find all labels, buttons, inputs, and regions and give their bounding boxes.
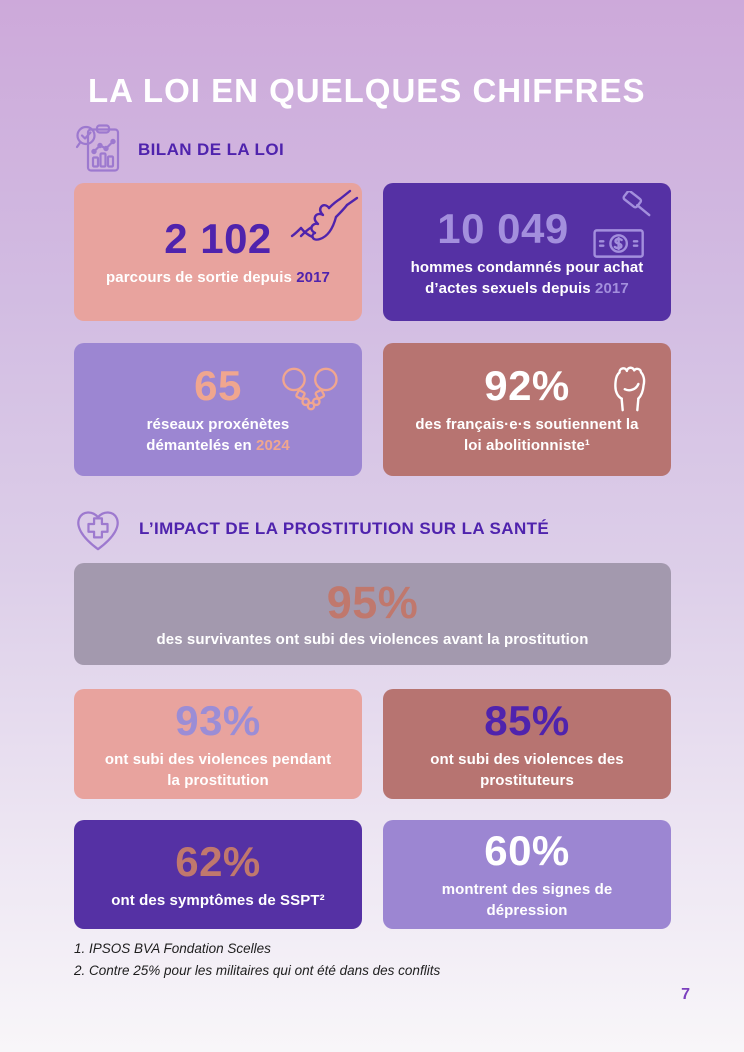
stat-card-violences-pendant: 93% ont subi des violences pendant la pr… xyxy=(74,689,362,799)
handshake-icon xyxy=(288,188,360,254)
footnote-1: 1. IPSOS BVA Fondation Scelles xyxy=(74,941,271,956)
page-title: LA LOI EN QUELQUES CHIFFRES xyxy=(88,72,646,109)
stat-caption: réseaux proxénètes démantelés en 2024 xyxy=(146,416,290,454)
section-header-sante: L’IMPACT DE LA PROSTITUTION SUR LA SANTÉ xyxy=(70,503,549,555)
stat-value: 60% xyxy=(484,827,570,874)
stat-value: 93% xyxy=(175,696,261,744)
raised-fist-icon xyxy=(607,354,653,414)
stat-value: 62% xyxy=(175,837,261,885)
stat-caption: ont subi des violences pendant la prosti… xyxy=(104,750,332,789)
stat-card-soutien: 92% des français·e·s soutiennent la loi … xyxy=(383,343,671,476)
stat-value: 95% xyxy=(326,577,419,628)
section-title: L’IMPACT DE LA PROSTITUTION SUR LA SANTÉ xyxy=(139,519,550,538)
stat-value: 10 049 xyxy=(437,204,569,252)
stat-caption: parcours de sortie depuis 2017 xyxy=(106,269,330,286)
stat-value: 65 xyxy=(194,362,242,409)
report-chart-icon xyxy=(75,122,125,177)
handcuffs-icon xyxy=(277,360,345,418)
stat-caption: des français·e·s soutiennent la loi abol… xyxy=(415,416,639,454)
stat-card-violences-prostituteurs: 85% ont subi des violences des prostitut… xyxy=(383,689,671,799)
stat-card-violences-avant: 95% des survivantes ont subi des violenc… xyxy=(74,563,671,665)
stat-value: 92% xyxy=(484,362,570,409)
footnotes: 1. IPSOS BVA Fondation Scelles 2. Contre… xyxy=(74,938,440,981)
stat-value: 85% xyxy=(484,696,570,744)
stat-card-reseaux: 65 réseaux proxénètes démantelés en 2024 xyxy=(74,343,362,476)
gavel-money-icon xyxy=(592,191,654,261)
stat-card-condamnes: 10 049 hommes condamnés pour achat d’act… xyxy=(383,183,671,321)
stat-caption: des survivantes ont subi des violences a… xyxy=(156,631,589,648)
stat-card-depression: 60% montrent des signes de dépression xyxy=(383,820,671,929)
section-title: BILAN DE LA LOI xyxy=(138,139,285,159)
stat-card-parcours: 2 102 parcours de sortie depuis 2017 xyxy=(74,183,362,321)
page-number: 7 xyxy=(681,986,690,1003)
footnote-2: 2. Contre 25% pour les militaires qui on… xyxy=(74,962,441,978)
stat-caption: hommes condamnés pour achat d’actes sexu… xyxy=(410,258,644,297)
heart-cross-icon xyxy=(70,503,126,555)
stat-caption: montrent des signes de dépression xyxy=(441,881,613,919)
stat-caption: ont subi des violences des prostituteurs xyxy=(430,750,624,789)
stat-caption: ont des symptômes de SSPT² xyxy=(111,891,325,909)
stat-value: 2 102 xyxy=(164,215,272,262)
section-header-bilan: BILAN DE LA LOI xyxy=(75,122,284,177)
stat-card-sspt: 62% ont des symptômes de SSPT² xyxy=(74,820,362,929)
